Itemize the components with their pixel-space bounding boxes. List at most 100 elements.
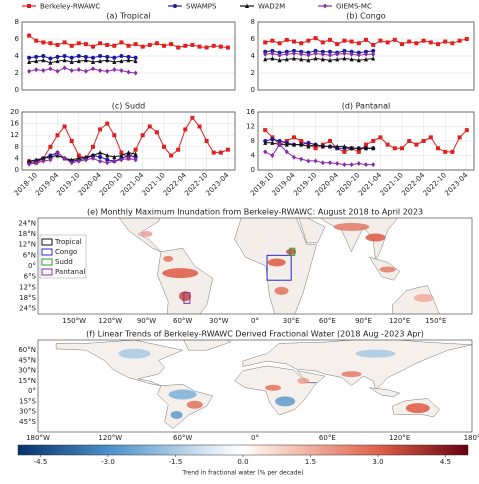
y-tick-label: 2 bbox=[15, 69, 19, 77]
spot bbox=[140, 231, 153, 237]
marker bbox=[34, 160, 39, 166]
lon-label: 90°E bbox=[355, 317, 372, 325]
marker bbox=[91, 66, 95, 72]
map-body bbox=[38, 340, 472, 432]
marker bbox=[83, 154, 88, 159]
marker bbox=[299, 139, 304, 143]
marker bbox=[162, 144, 166, 149]
lon-label: 150°E bbox=[425, 317, 446, 325]
marker bbox=[356, 149, 361, 154]
y-tick-label: 0 bbox=[15, 166, 19, 174]
marker bbox=[335, 51, 340, 57]
marker bbox=[55, 42, 60, 47]
legend-marker bbox=[27, 4, 31, 8]
marker bbox=[69, 157, 74, 162]
marker bbox=[27, 59, 32, 64]
marker bbox=[204, 45, 209, 50]
y-tick-label: 8 bbox=[15, 143, 19, 151]
land bbox=[242, 340, 472, 390]
marker bbox=[27, 55, 32, 60]
marker bbox=[270, 140, 275, 145]
marker bbox=[328, 139, 332, 143]
spot bbox=[275, 396, 296, 407]
colorbar-tick-label: 0.0 bbox=[237, 458, 248, 466]
marker bbox=[98, 154, 103, 159]
spot bbox=[413, 294, 434, 302]
marker bbox=[263, 56, 268, 62]
marker bbox=[356, 50, 361, 55]
legend-marker bbox=[323, 3, 327, 9]
marker bbox=[356, 41, 361, 46]
marker bbox=[364, 162, 368, 168]
y-tick-label: 8 bbox=[251, 18, 255, 26]
marker bbox=[91, 59, 95, 64]
marker bbox=[428, 40, 433, 45]
marker bbox=[342, 143, 347, 149]
marker bbox=[126, 69, 131, 75]
land bbox=[298, 218, 326, 244]
y-tick-label: 0 bbox=[15, 86, 19, 94]
lat-label: 0° bbox=[28, 387, 36, 395]
marker bbox=[299, 51, 304, 57]
marker bbox=[292, 50, 296, 56]
y-tick-label: 12 bbox=[10, 131, 19, 139]
panel-title: (d) Pantanal bbox=[342, 102, 391, 111]
y-tick-label: 16 bbox=[246, 108, 255, 116]
marker bbox=[112, 133, 117, 138]
marker bbox=[119, 150, 124, 155]
lat-label: 12°N bbox=[18, 241, 36, 249]
panel: (c) Sudd0481216202018-102019-042019-1020… bbox=[10, 102, 236, 198]
marker bbox=[270, 137, 275, 142]
legend-label: Pantanal bbox=[55, 268, 85, 276]
y-tick-label: 6 bbox=[251, 35, 256, 43]
spot bbox=[341, 371, 362, 378]
marker bbox=[306, 50, 311, 55]
marker bbox=[349, 39, 354, 44]
marker bbox=[119, 58, 124, 64]
marker bbox=[313, 56, 318, 61]
marker bbox=[34, 38, 39, 43]
lat-label: 24°N bbox=[18, 219, 36, 227]
marker bbox=[400, 42, 404, 47]
marker bbox=[76, 54, 81, 58]
marker bbox=[263, 49, 268, 54]
legend-label: SWAMPS bbox=[186, 3, 217, 11]
legend-label: GIEMS-MC bbox=[336, 3, 372, 11]
marker bbox=[320, 56, 325, 62]
marker bbox=[162, 43, 166, 48]
marker bbox=[76, 158, 81, 164]
marker bbox=[436, 146, 440, 151]
marker bbox=[306, 38, 311, 43]
marker bbox=[27, 158, 32, 164]
spot bbox=[118, 348, 151, 359]
spot bbox=[405, 403, 430, 414]
marker bbox=[371, 42, 376, 47]
marker bbox=[263, 40, 268, 45]
marker bbox=[436, 42, 440, 47]
marker bbox=[313, 146, 318, 151]
marker bbox=[27, 68, 32, 74]
marker bbox=[76, 153, 81, 158]
marker bbox=[154, 41, 159, 46]
lon-label: 120°E bbox=[389, 434, 410, 442]
x-tick-label: 2023-04 bbox=[204, 171, 231, 198]
series-line bbox=[28, 152, 136, 162]
marker bbox=[371, 56, 376, 61]
spot bbox=[297, 377, 310, 384]
panel: (b) Congo 0 2 4 6 8 bbox=[251, 12, 475, 94]
lon-label: 0° bbox=[251, 317, 259, 325]
marker bbox=[328, 37, 332, 42]
marker bbox=[147, 42, 152, 47]
marker bbox=[55, 153, 60, 158]
marker bbox=[126, 43, 131, 48]
marker bbox=[112, 59, 117, 64]
legend: Berkeley-RWAWC SWAMPS WAD2M GIEMS-MC bbox=[22, 3, 372, 11]
marker bbox=[371, 162, 376, 168]
panel-title: (b) Congo bbox=[346, 12, 385, 21]
marker bbox=[421, 139, 426, 143]
x-tick-label: 2023-04 bbox=[443, 171, 470, 198]
marker bbox=[218, 150, 223, 155]
marker bbox=[292, 39, 296, 44]
marker bbox=[263, 140, 268, 145]
spot bbox=[179, 291, 192, 302]
